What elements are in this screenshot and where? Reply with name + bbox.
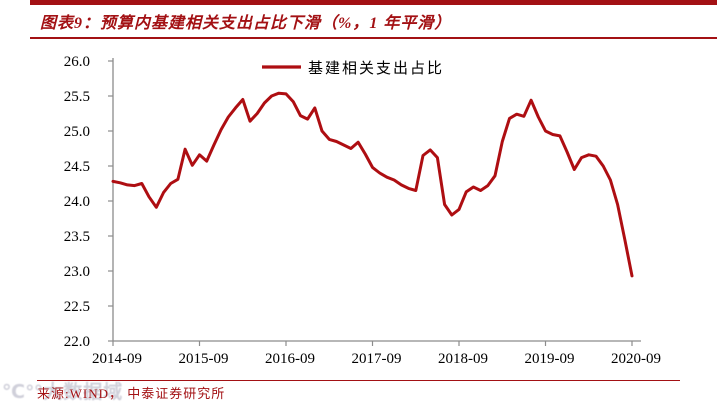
y-tick-label: 23.5 xyxy=(64,229,90,245)
chart-title: 图表9：预算内基建相关支出占比下滑（%，1 年平滑） xyxy=(40,15,452,32)
y-tick-label: 24.5 xyxy=(64,159,90,175)
series-line xyxy=(111,91,634,278)
y-tick-label: 25.5 xyxy=(64,89,90,105)
x-tick-label: 2016-09 xyxy=(265,351,315,367)
x-tick-label: 2020-09 xyxy=(611,351,661,367)
x-tick-label: 2015-09 xyxy=(179,351,229,367)
y-tick-label: 22.0 xyxy=(64,334,90,350)
y-tick-label: 22.5 xyxy=(64,299,90,315)
y-tick-label: 25.0 xyxy=(64,124,90,140)
title-divider xyxy=(30,37,717,39)
watermark: ℃°°大数据域 xyxy=(2,382,124,403)
y-tick-label: 24.0 xyxy=(64,194,90,210)
footer-divider xyxy=(37,380,680,381)
y-tick-label: 23.0 xyxy=(64,264,90,280)
top-accent-bar xyxy=(30,0,717,5)
legend-label: 基建相关支出占比 xyxy=(308,60,444,77)
x-tick-label: 2018-09 xyxy=(438,351,488,367)
x-tick-label: 2017-09 xyxy=(352,351,402,367)
x-tick-label: 2019-09 xyxy=(525,351,575,367)
source-note: 来源:WIND， 中泰证券研究所 xyxy=(37,386,226,401)
x-tick-label: 2014-09 xyxy=(92,351,142,367)
y-tick-label: 26.0 xyxy=(64,54,90,70)
